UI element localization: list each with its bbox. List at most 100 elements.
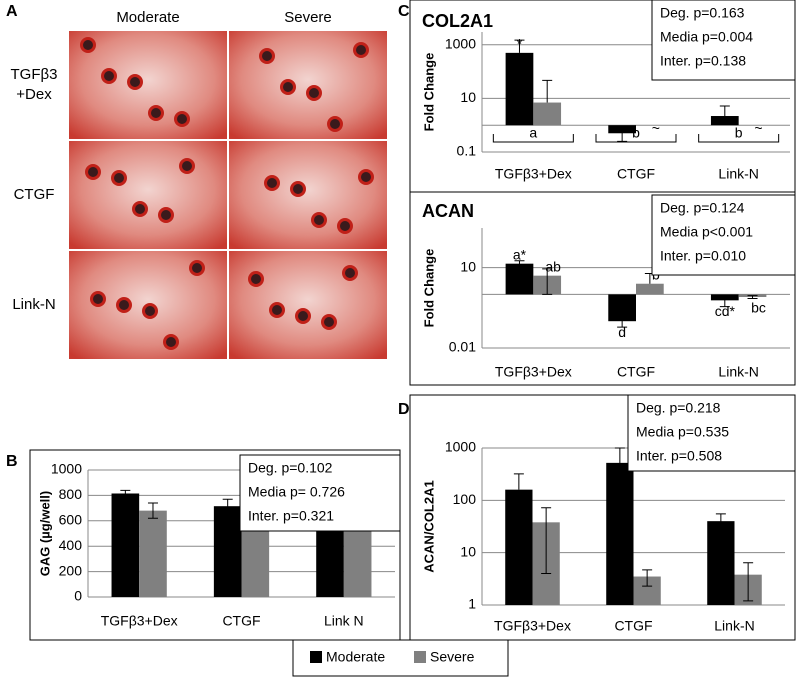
y-tick-label: 10 — [460, 89, 476, 105]
error-bar — [514, 39, 525, 53]
panel-letter: B — [6, 453, 18, 470]
error-bar — [617, 128, 628, 142]
error-bar — [719, 105, 730, 117]
legend-swatch — [414, 651, 426, 663]
cell-nucleus — [135, 204, 145, 214]
cell-nucleus — [293, 184, 303, 194]
cell-nucleus — [88, 167, 98, 177]
cell-nucleus — [272, 305, 282, 315]
cell-nucleus — [330, 119, 340, 129]
x-tick-label: CTGF — [617, 364, 655, 380]
stats-text: Inter. p=0.138 — [660, 53, 746, 69]
error-bar — [617, 316, 628, 328]
stats-box — [651, 194, 796, 276]
y-axis-label: Fold Change — [421, 249, 436, 328]
error-bar — [747, 295, 758, 300]
stats-text: Media p=0.535 — [636, 424, 729, 440]
y-tick-label: 0.01 — [449, 339, 476, 355]
y-tick-label: 400 — [59, 537, 83, 553]
error-bar — [743, 562, 754, 602]
y-tick-label: 100 — [453, 491, 477, 507]
bar — [636, 283, 664, 295]
cell-nucleus — [324, 317, 334, 327]
bar — [707, 521, 735, 605]
y-axis-label: Fold Change — [421, 53, 436, 132]
cell-nucleus — [93, 294, 103, 304]
group-label: a — [529, 125, 537, 141]
error-bar — [147, 502, 158, 519]
x-tick-label: Link-N — [714, 618, 754, 634]
y-tick-label: 800 — [59, 486, 83, 502]
y-tick-label: 10 — [460, 543, 476, 559]
cell-nucleus — [267, 178, 277, 188]
y-tick-label: 0 — [74, 588, 82, 604]
cell-nucleus — [83, 40, 93, 50]
error-bar — [542, 268, 553, 295]
error-bar — [541, 507, 552, 574]
x-tick-label: Link-N — [718, 364, 758, 380]
group-bracket — [595, 134, 677, 143]
stats-box — [239, 454, 401, 532]
stats-text: Media p= 0.726 — [248, 484, 345, 500]
x-tick-label: Link N — [324, 613, 364, 629]
legend-frame — [292, 639, 509, 677]
y-tick-label: 1 — [468, 596, 476, 612]
legend-label: Severe — [430, 649, 475, 665]
cell-nucleus — [182, 161, 192, 171]
micrograph — [229, 141, 387, 249]
column-label: Moderate — [116, 9, 179, 26]
y-tick-label: 10 — [460, 258, 476, 274]
error-bar — [719, 295, 730, 308]
cell-nucleus — [192, 263, 202, 273]
chart-title: ACAN — [422, 201, 474, 221]
x-tick-label: TGFβ3+Dex — [101, 613, 178, 629]
cell-nucleus — [104, 71, 114, 81]
bar-annotation: bc — [751, 300, 766, 316]
panel-frame — [409, 394, 796, 641]
error-bar — [642, 569, 653, 587]
stats-text: Inter. p=0.508 — [636, 448, 722, 464]
stats-text: Deg. p=0.102 — [248, 460, 333, 476]
row-label: Link-N — [12, 296, 55, 313]
cell-nucleus — [356, 45, 366, 55]
bar — [608, 294, 636, 322]
cell-nucleus — [251, 274, 261, 284]
x-tick-label: CTGF — [222, 613, 260, 629]
cell-nucleus — [262, 51, 272, 61]
bar-annotation: ~ — [754, 120, 762, 136]
legend-label: Moderate — [326, 649, 385, 665]
bar — [710, 116, 739, 126]
error-bar — [542, 79, 553, 103]
cell-nucleus — [145, 306, 155, 316]
bar — [505, 489, 533, 605]
error-bar — [614, 447, 625, 522]
bar — [111, 493, 140, 597]
stats-box — [651, 0, 796, 81]
error-bar — [222, 498, 233, 514]
x-tick-label: TGFβ3+Dex — [494, 618, 571, 634]
stats-text: Media p<0.001 — [660, 224, 753, 240]
y-tick-label: 1000 — [445, 439, 476, 455]
bar — [505, 52, 534, 126]
y-tick-label: 200 — [59, 562, 83, 578]
stats-text: Deg. p=0.218 — [636, 400, 721, 416]
group-label: b — [632, 125, 640, 141]
x-tick-label: TGFβ3+Dex — [495, 166, 572, 182]
panel-letter: D — [398, 401, 410, 418]
stats-box — [627, 394, 796, 472]
panel-letter: C — [398, 3, 410, 20]
panel-frame — [29, 449, 401, 641]
cell-nucleus — [283, 82, 293, 92]
y-axis-label: ACAN/COL2A1 — [421, 480, 436, 572]
cell-nucleus — [345, 268, 355, 278]
legend-swatch — [310, 651, 322, 663]
stats-text: Inter. p=0.321 — [248, 508, 334, 524]
error-bar — [120, 489, 131, 498]
cell-nucleus — [177, 114, 187, 124]
bar — [505, 263, 534, 295]
legend: Moderate Severe — [292, 639, 509, 677]
group-bracket — [492, 134, 574, 143]
cell-nucleus — [151, 108, 161, 118]
micrograph — [229, 251, 387, 359]
